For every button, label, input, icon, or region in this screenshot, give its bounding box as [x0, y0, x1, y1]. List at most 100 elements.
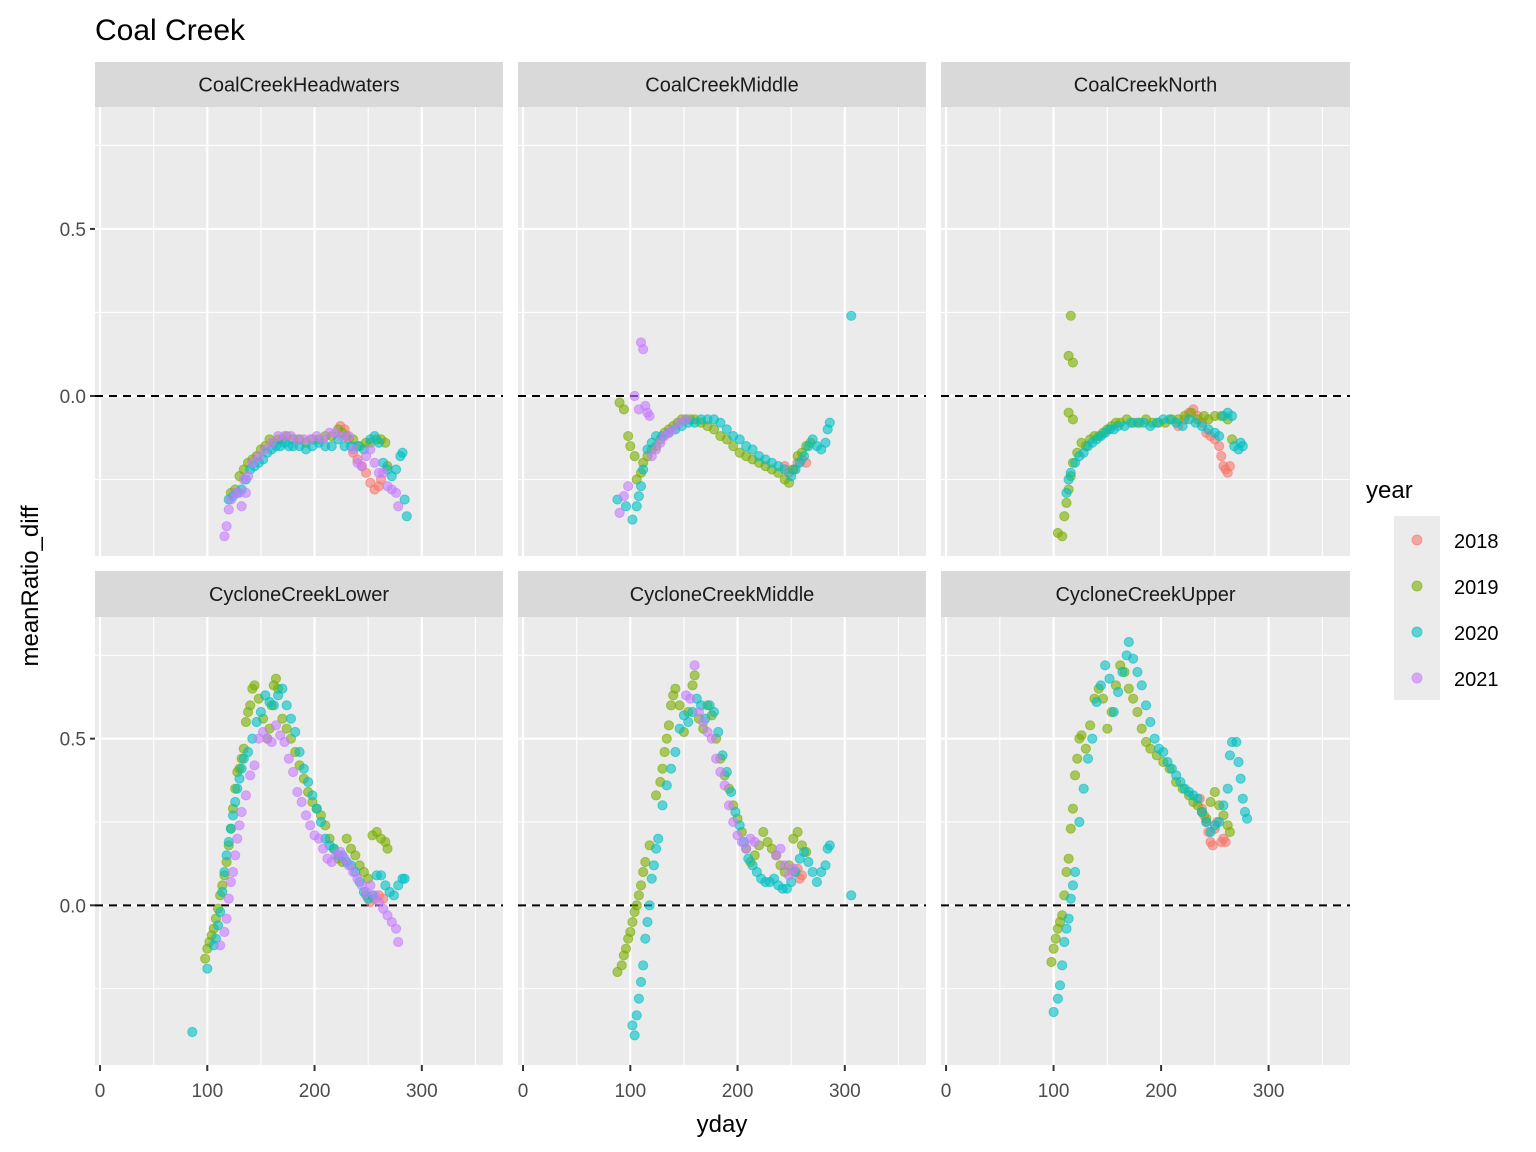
data-point-2019	[1065, 823, 1076, 834]
data-point-2020	[311, 803, 322, 814]
data-point-2020	[1063, 913, 1074, 924]
x-tick-label: 0	[518, 1081, 529, 1102]
data-point-2020	[1218, 800, 1229, 811]
data-point-2020	[1078, 783, 1089, 794]
data-point-2019	[1069, 770, 1081, 781]
data-point-2021	[227, 866, 239, 878]
data-point-2021	[685, 693, 696, 704]
data-point-2019	[1067, 414, 1079, 425]
data-point-2019	[708, 424, 720, 435]
data-point-2019	[1046, 956, 1057, 968]
data-point-2021	[393, 936, 404, 948]
data-point-2020	[1057, 960, 1068, 971]
legend: year 2018 2019 2020 2021	[1366, 477, 1499, 700]
data-point-2020	[846, 310, 857, 321]
data-point-2021	[279, 736, 290, 748]
x-tick-label: 200	[299, 1081, 331, 1102]
data-point-2019	[1048, 943, 1059, 954]
data-point-2021	[680, 414, 692, 425]
data-point-2020	[375, 870, 387, 881]
data-point-2020	[1061, 923, 1072, 934]
data-point-2021	[365, 880, 376, 891]
facet-panel-CycloneCreekLower: CycloneCreekLower 0.0 0.5 0 100 200 300	[60, 571, 503, 1102]
data-point-2020	[1069, 866, 1081, 878]
data-point-2020	[202, 963, 213, 974]
data-point-2021	[618, 491, 629, 502]
data-point-2020	[811, 876, 823, 888]
data-point-2021	[715, 766, 726, 778]
panel-background	[941, 107, 1350, 556]
data-point-2021	[343, 430, 354, 442]
data-point-2021	[318, 434, 329, 445]
x-tick-label: 100	[614, 1081, 646, 1102]
data-point-2020	[303, 776, 314, 788]
data-point-2020	[1158, 746, 1169, 758]
legend-label: 2019	[1454, 577, 1499, 599]
data-point-2020	[674, 723, 685, 734]
data-point-2019	[616, 960, 627, 971]
data-point-2020	[1048, 1006, 1059, 1018]
data-point-2020	[1214, 430, 1225, 442]
facet-strip-label: CycloneCreekMiddle	[630, 584, 815, 606]
x-tick-label: 300	[406, 1081, 438, 1102]
data-point-2020	[1061, 487, 1072, 498]
data-point-2020	[1112, 686, 1124, 698]
data-point-2020	[644, 900, 655, 911]
data-point-2020	[1128, 653, 1139, 664]
data-point-2019	[640, 856, 651, 868]
data-point-2018	[1207, 840, 1218, 851]
data-point-2021	[234, 820, 245, 831]
data-point-2020	[1059, 936, 1070, 948]
data-point-2019	[1067, 803, 1079, 814]
data-point-2019	[1205, 796, 1216, 808]
data-point-2019	[1067, 357, 1079, 368]
data-point-2020	[277, 683, 288, 694]
data-point-2020	[268, 700, 279, 711]
data-point-2020	[1091, 696, 1102, 708]
data-point-2019	[623, 430, 634, 442]
x-tick-label: 100	[1038, 1081, 1070, 1102]
legend-key-2019	[1411, 580, 1423, 592]
data-point-2018	[1216, 451, 1227, 462]
legend-label: 2020	[1454, 623, 1499, 645]
legend-key-2020	[1411, 626, 1423, 638]
data-point-2020	[820, 437, 831, 448]
data-point-2020	[236, 763, 247, 774]
data-point-2020	[390, 464, 402, 475]
data-point-2021	[253, 451, 264, 462]
data-point-2021	[313, 833, 324, 844]
data-point-2020	[1231, 736, 1242, 748]
data-point-2021	[719, 780, 730, 791]
data-point-2020	[648, 860, 659, 871]
data-point-2020	[399, 873, 410, 884]
data-point-2020	[798, 846, 810, 858]
data-point-2020	[234, 773, 245, 784]
legend-key-2021	[1411, 672, 1423, 684]
data-point-2019	[1209, 786, 1220, 798]
data-point-2021	[223, 504, 234, 515]
data-point-2020	[230, 796, 241, 808]
panel-background	[518, 107, 926, 556]
data-point-2019	[625, 440, 636, 452]
data-point-2021	[232, 833, 243, 844]
data-point-2019	[341, 833, 352, 844]
data-point-2021	[356, 461, 367, 472]
facet-strip	[941, 62, 1350, 107]
data-point-2021	[693, 706, 705, 718]
data-point-2020	[642, 916, 653, 928]
facet-panel-CoalCreekHeadwaters: CoalCreekHeadwaters 0.0 0.5	[60, 62, 503, 556]
data-point-2019	[1123, 683, 1134, 694]
data-point-2021	[629, 390, 640, 402]
data-point-2020	[373, 437, 385, 448]
data-point-2019	[1102, 723, 1113, 734]
data-point-2020	[798, 451, 810, 462]
data-point-2021	[623, 481, 634, 492]
data-point-2020	[221, 850, 232, 861]
data-point-2020	[223, 836, 234, 848]
data-point-2020	[631, 1010, 642, 1021]
data-point-2019	[663, 720, 675, 731]
data-point-2021	[644, 410, 655, 422]
facet-strip	[518, 571, 926, 617]
data-point-2020	[1222, 783, 1233, 794]
data-point-2020	[807, 866, 818, 878]
